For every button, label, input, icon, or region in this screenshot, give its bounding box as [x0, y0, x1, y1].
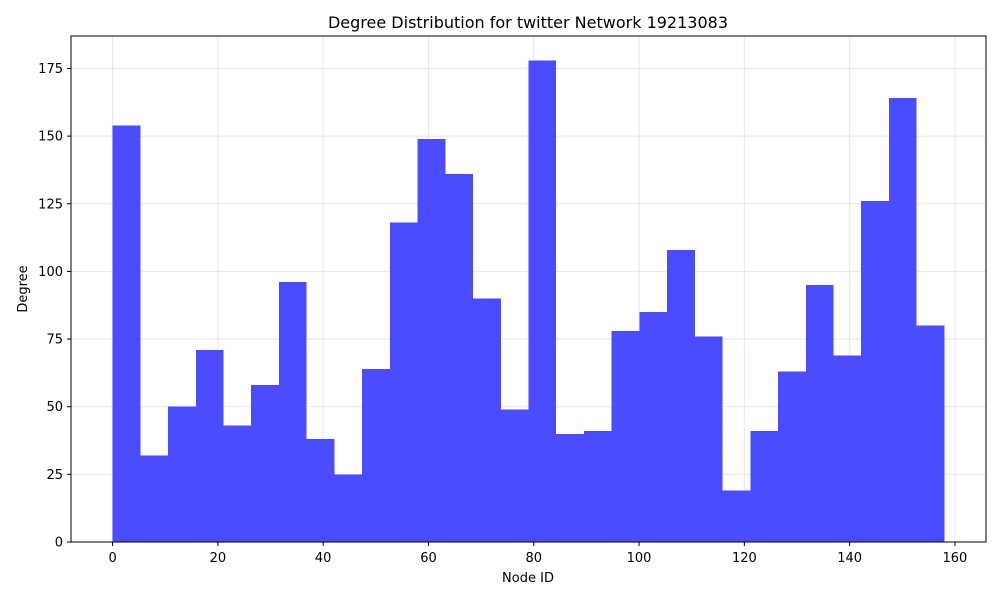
x-tick-label: 160 [943, 551, 968, 566]
histogram-bar [639, 312, 668, 542]
chart-title: Degree Distribution for twitter Network … [328, 13, 728, 32]
x-axis-label: Node ID [502, 571, 554, 586]
x-tick-label: 120 [732, 551, 757, 566]
histogram-bar [140, 455, 169, 542]
y-axis-label: Degree [16, 265, 31, 312]
histogram-bar [223, 425, 252, 542]
plot-frame [70, 35, 987, 543]
y-tick-label: 125 [38, 197, 63, 212]
histogram-bar [694, 336, 723, 542]
y-tick-label: 150 [38, 130, 63, 145]
histogram-bar [306, 439, 335, 542]
histogram-bar [417, 138, 446, 542]
histogram-bar [278, 282, 307, 542]
histogram-bar [611, 330, 640, 542]
histogram-bar [195, 349, 224, 542]
histogram-bar [112, 125, 141, 542]
histogram-bar [805, 284, 834, 542]
histogram-bar [389, 222, 418, 543]
y-tick-label: 25 [46, 468, 63, 483]
histogram-bar [168, 406, 196, 542]
x-tick-label: 0 [108, 551, 116, 566]
histogram-bar [473, 298, 501, 542]
x-tick-label: 60 [420, 551, 437, 566]
histogram-bar [722, 490, 751, 542]
y-axis-ticks: 0 25 50 75 100 125 150 175 [38, 62, 71, 551]
y-tick-label: 175 [38, 62, 63, 77]
histogram-bars [112, 60, 945, 543]
x-tick-label: 100 [627, 551, 652, 566]
y-tick-label: 100 [38, 265, 63, 280]
y-tick-label: 0 [55, 536, 63, 551]
histogram-bar [888, 98, 917, 542]
histogram-bar [334, 474, 363, 542]
x-tick-label: 20 [210, 551, 227, 566]
histogram-bar [583, 431, 612, 542]
histogram-bar [833, 355, 862, 542]
histogram-bar [861, 201, 889, 542]
histogram-bar [556, 433, 584, 542]
histogram-bar [362, 368, 390, 542]
histogram-bar [750, 431, 779, 542]
histogram-bar [667, 249, 695, 542]
x-axis-ticks: 0 20 40 60 80 100 120 140 160 [108, 542, 967, 566]
histogram-bar [500, 409, 529, 542]
histogram-bar [445, 174, 474, 542]
x-tick-label: 140 [837, 551, 862, 566]
y-tick-label: 75 [46, 333, 63, 348]
histogram-bar [778, 371, 806, 542]
y-tick-label: 50 [46, 400, 63, 415]
histogram-bar [916, 325, 945, 542]
histogram-bar [528, 60, 557, 543]
x-tick-label: 40 [315, 551, 332, 566]
x-tick-label: 80 [525, 551, 542, 566]
histogram-bar [251, 385, 279, 542]
